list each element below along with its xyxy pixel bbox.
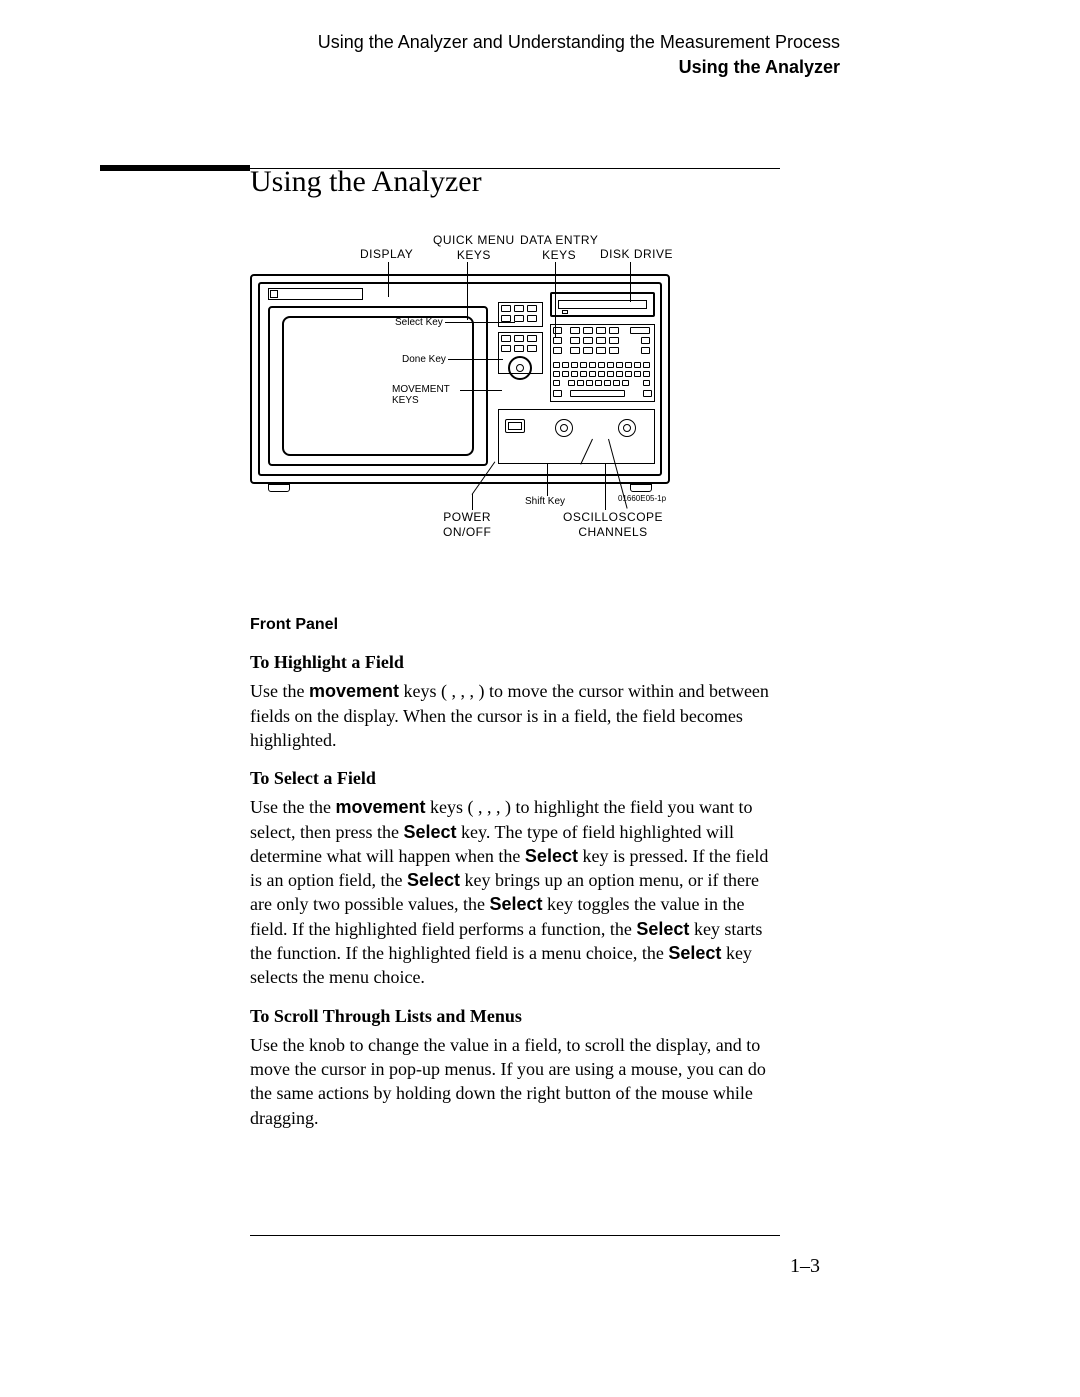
subhead-highlight: To Highlight a Field	[250, 652, 780, 673]
para-scroll: Use the knob to change the value in a fi…	[250, 1033, 780, 1130]
subhead-scroll: To Scroll Through Lists and Menus	[250, 1006, 780, 1027]
figure-caption: Front Panel	[250, 616, 780, 634]
label-shift-key: Shift Key	[525, 496, 565, 507]
label-oscilloscope: OSCILLOSCOPE CHANNELS	[563, 510, 663, 539]
footer-rule	[250, 1235, 780, 1236]
content-column: Using the Analyzer DISPLAY QUICK MENU KE…	[250, 165, 780, 1129]
label-done-key: Done Key	[402, 354, 446, 365]
chapter-title: Using the Analyzer and Understanding the…	[100, 30, 840, 55]
subhead-select: To Select a Field	[250, 768, 780, 789]
front-panel-diagram: DISPLAY QUICK MENU KEYS DATA ENTRY KEYS …	[250, 214, 780, 604]
running-header: Using the Analyzer and Understanding the…	[100, 30, 840, 80]
rule-heavy	[100, 165, 250, 171]
page-number: 1–3	[790, 1255, 820, 1278]
label-quick-menu: QUICK MENU KEYS	[433, 233, 515, 262]
label-select-key: Select Key	[395, 317, 443, 328]
label-display: DISPLAY	[360, 247, 413, 261]
para-highlight: Use the movement keys ( , , , ) to move …	[250, 679, 780, 752]
label-movement-keys: MOVEMENT KEYS	[392, 384, 450, 406]
page-title: Using the Analyzer	[250, 165, 780, 199]
label-disk-drive: DISK DRIVE	[600, 247, 673, 261]
label-data-entry: DATA ENTRY KEYS	[520, 233, 598, 262]
para-select: Use the the movement keys ( , , , ) to h…	[250, 795, 780, 989]
section-title-header: Using the Analyzer	[100, 55, 840, 80]
rule-thin	[250, 168, 780, 169]
part-number: 01660E05-1p	[618, 494, 666, 503]
label-power: POWER ON/OFF	[443, 510, 491, 539]
